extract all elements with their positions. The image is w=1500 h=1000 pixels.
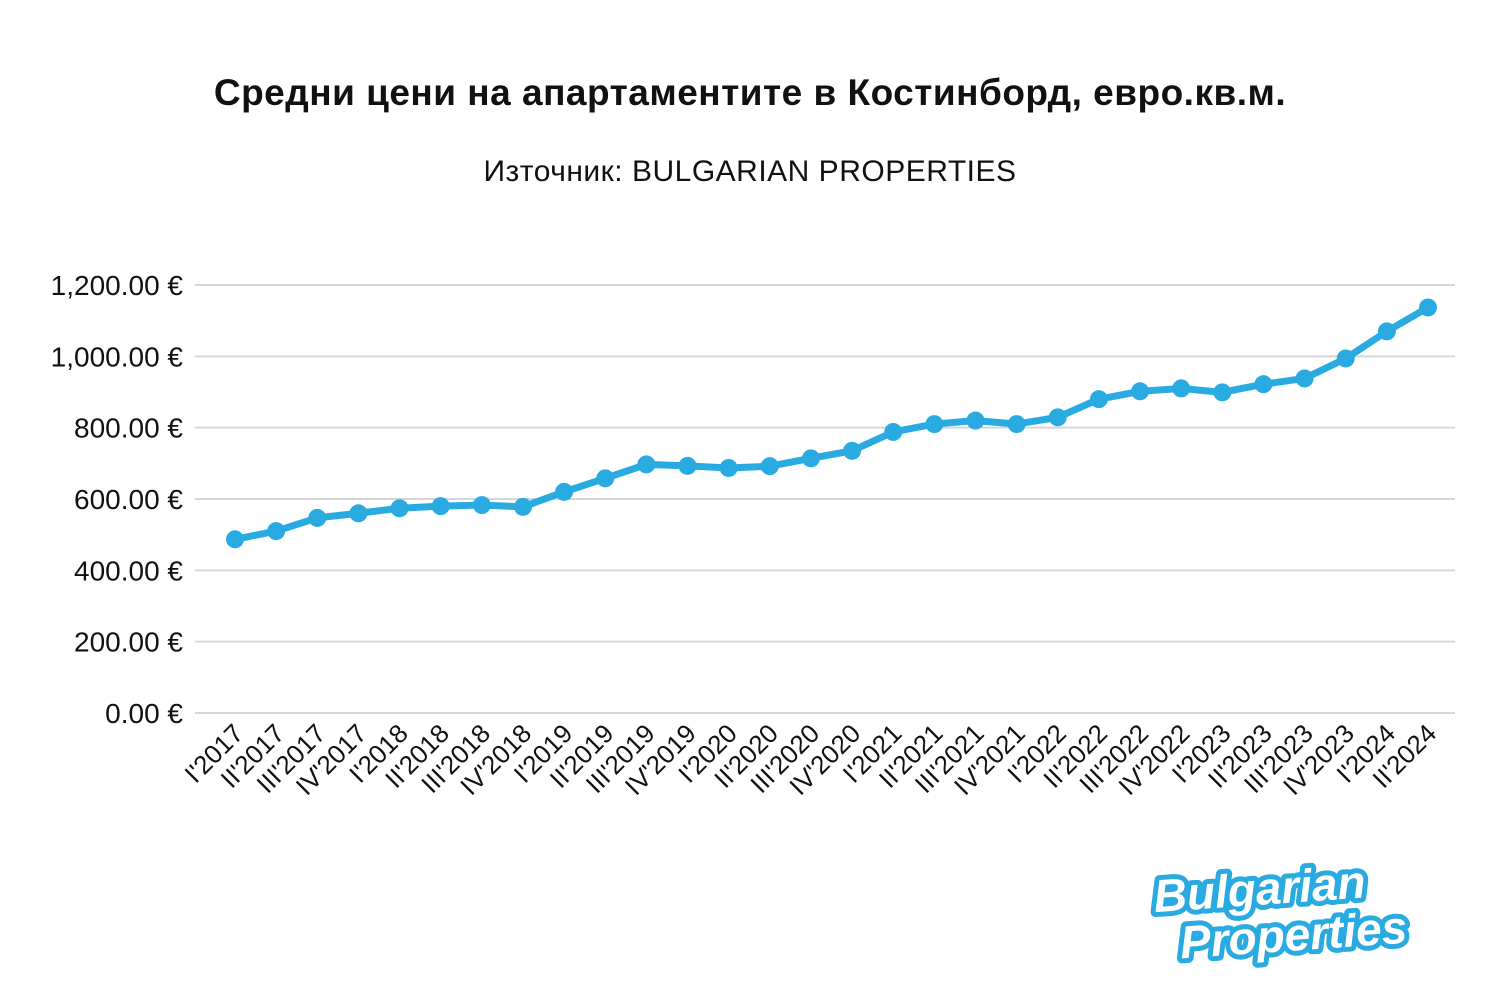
data-point	[801, 449, 820, 468]
data-point	[1213, 383, 1232, 402]
data-point	[1336, 349, 1355, 368]
y-axis-tick-label: 200.00 €	[74, 627, 183, 658]
data-point	[966, 411, 985, 430]
data-point	[1048, 408, 1067, 427]
data-point	[472, 496, 491, 515]
y-axis-tick-label: 1,000.00 €	[51, 341, 184, 372]
data-point	[267, 522, 286, 541]
data-point	[1172, 379, 1191, 398]
y-axis-tick-label: 800.00 €	[74, 413, 183, 444]
chart-subtitle: Източник: BULGARIAN PROPERTIES	[483, 155, 1017, 188]
data-point	[513, 497, 532, 516]
data-point	[308, 508, 327, 527]
data-point	[1089, 390, 1108, 409]
y-axis-tick-label: 400.00 €	[74, 555, 183, 586]
data-point	[1377, 322, 1396, 341]
data-point	[1295, 369, 1314, 388]
data-point	[637, 455, 656, 474]
chart-title: Средни цени на апартаментите в Костинбор…	[213, 72, 1287, 113]
data-point	[1131, 382, 1150, 401]
data-point	[349, 504, 368, 523]
data-point	[884, 422, 903, 441]
data-point	[596, 469, 615, 488]
data-point	[1007, 415, 1026, 434]
logo-group: Bulgarian Properties	[1147, 850, 1414, 973]
data-point	[843, 441, 862, 460]
data-point	[1254, 375, 1273, 394]
data-point	[390, 499, 409, 518]
data-point	[760, 457, 779, 476]
data-point	[719, 458, 738, 477]
y-axis-tick-label: 1,200.00 €	[51, 270, 184, 301]
data-point	[431, 497, 450, 516]
data-point	[678, 456, 697, 475]
data-point	[925, 415, 944, 434]
trend-line	[231, 303, 1432, 543]
y-axis-tick-label: 0.00 €	[105, 698, 183, 729]
data-point	[555, 482, 574, 501]
price-line-chart: 0.00 € 200.00 € 400.00 € 600.00 € 800.00 € 1,…	[51, 270, 1455, 801]
y-axis-tick-label: 600.00 €	[74, 484, 183, 515]
data-point	[226, 530, 244, 549]
bulgarian-properties-logo: Bulgarian Properties	[1147, 850, 1414, 973]
data-point	[1419, 298, 1437, 317]
